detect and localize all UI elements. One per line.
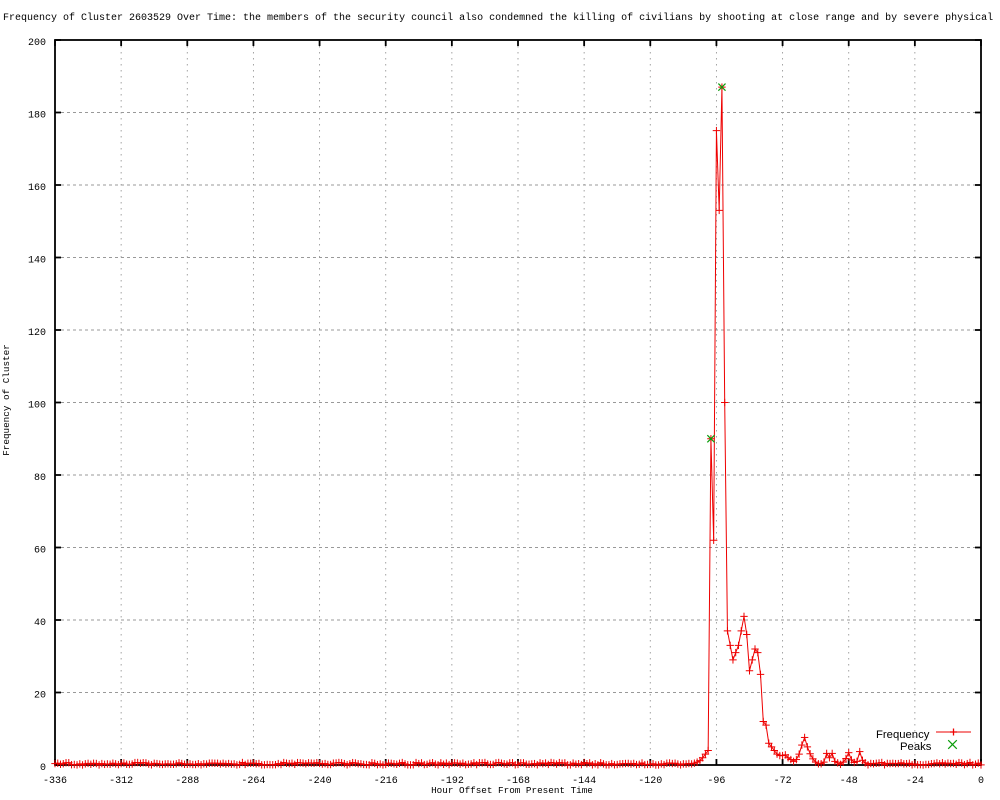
svg-text:180: 180 [28, 111, 46, 122]
svg-text:-264: -264 [241, 776, 265, 787]
svg-text:-240: -240 [308, 776, 332, 787]
svg-text:-288: -288 [175, 776, 199, 787]
svg-text:40: 40 [34, 618, 46, 629]
svg-text:-336: -336 [43, 776, 67, 787]
svg-text:-72: -72 [774, 776, 792, 787]
svg-text:140: 140 [28, 256, 46, 267]
svg-text:Frequency: Frequency [876, 729, 930, 741]
svg-text:-216: -216 [374, 776, 398, 787]
svg-text:60: 60 [34, 546, 46, 557]
svg-text:-24: -24 [906, 776, 924, 787]
svg-text:160: 160 [28, 183, 46, 194]
svg-text:0: 0 [40, 763, 46, 774]
svg-text:20: 20 [34, 691, 46, 702]
svg-text:Frequency of Cluster: Frequency of Cluster [1, 344, 12, 456]
svg-text:80: 80 [34, 473, 46, 484]
svg-text:120: 120 [28, 328, 46, 339]
svg-text:-312: -312 [109, 776, 133, 787]
svg-text:-96: -96 [707, 776, 725, 787]
svg-text:Hour Offset From Present Time: Hour Offset From Present Time [431, 785, 593, 796]
svg-text:200: 200 [28, 38, 46, 49]
svg-text:-48: -48 [840, 776, 858, 787]
svg-text:100: 100 [28, 401, 46, 412]
svg-text:Frequency of Cluster 2603529 O: Frequency of Cluster 2603529 Over Time: … [3, 12, 993, 24]
svg-text:0: 0 [978, 776, 984, 787]
svg-text:Peaks: Peaks [900, 741, 932, 753]
svg-text:-120: -120 [638, 776, 662, 787]
